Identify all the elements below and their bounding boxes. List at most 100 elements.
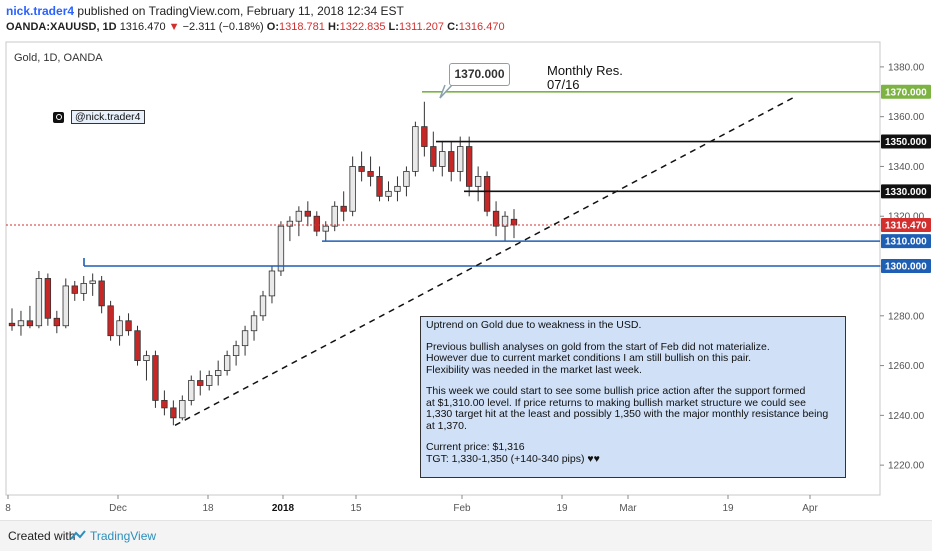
candle-down (510, 218, 518, 226)
x-tick-label: Feb (453, 503, 471, 514)
candle-down (152, 355, 159, 401)
candle-up (277, 225, 285, 272)
price-axis-tag-label: 1310.000 (885, 237, 927, 248)
x-tick-label: 2018 (272, 503, 295, 514)
candle-up (385, 190, 392, 197)
change-arrow-icon: ▼ (168, 21, 180, 33)
price-axis-tag (881, 234, 931, 249)
publish-header: nick.trader4 published on TradingView.co… (0, 0, 932, 40)
candle-down (107, 305, 114, 337)
x-tick-label: 8 (5, 503, 11, 514)
trendline[interactable] (174, 96, 796, 426)
candle-down (367, 171, 374, 177)
analysis-note[interactable]: Uptrend on Gold due to weakness in the U… (420, 316, 846, 478)
price-annotation[interactable]: 1370.000 (449, 63, 510, 86)
instagram-icon (53, 111, 64, 123)
candle-down (376, 176, 383, 197)
candle-up (143, 355, 150, 361)
price-axis-tag-label: 1316.470 (885, 221, 927, 232)
price-axis-tag (881, 184, 931, 199)
candle-up (439, 151, 446, 167)
candle-down (304, 210, 312, 217)
candle-up (116, 320, 123, 337)
x-tick-label: 18 (202, 503, 214, 514)
y-tick-label: 1260.00 (888, 361, 925, 372)
candle-down (44, 278, 52, 319)
candle-down (465, 146, 473, 187)
candle-up (403, 171, 410, 187)
note-paragraph: This week we could start to see some bul… (426, 385, 829, 432)
ohlc-line: OANDA:XAUUSD, 1D 1316.470 ▼ −2.311 (−0.1… (6, 21, 505, 33)
instagram-handle: @nick.trader4 (53, 110, 145, 124)
x-tick-label: 15 (350, 503, 362, 514)
price-axis-tag-label: 1300.000 (885, 262, 927, 273)
candle-down (358, 166, 365, 172)
candle-down (448, 151, 455, 172)
change-value: −2.311 (−0.18%) (182, 21, 264, 33)
symbol-label: OANDA:XAUUSD, 1D (6, 21, 117, 33)
close-label: C: (447, 21, 459, 33)
note-paragraph: Current price: $1,316 TGT: 1,330-1,350 (… (426, 441, 600, 465)
author-link[interactable]: nick.trader4 (6, 4, 75, 18)
x-tick-label: Dec (109, 503, 127, 514)
handle-label: @nick.trader4 (71, 110, 145, 124)
publish-line: nick.trader4 published on TradingView.co… (6, 4, 404, 18)
candle-up (331, 205, 338, 227)
published-text: published on TradingView.com, February 1… (77, 4, 404, 18)
candle-up (394, 185, 401, 192)
candle-up (62, 285, 69, 327)
candle-down (8, 322, 16, 327)
candle-up (241, 330, 249, 347)
created-with-text: Created with (8, 529, 76, 543)
y-tick-label: 1340.00 (888, 162, 925, 173)
price-axis-tag (881, 84, 931, 99)
chart-title: Gold, 1D, OANDA (14, 52, 103, 64)
candle-down (483, 176, 491, 212)
candle-down (170, 407, 177, 419)
monthly-resistance-label: Monthly Res. 07/16 (547, 64, 623, 92)
candle-down (125, 320, 132, 332)
x-tick-label: 19 (556, 503, 568, 514)
candle-down (340, 205, 347, 212)
candle-down (134, 330, 141, 361)
candle-up (214, 370, 222, 376)
candle-down (71, 285, 78, 294)
candle-up (250, 315, 258, 332)
note-paragraph: Previous bullish analyses on gold from t… (426, 340, 770, 376)
candle-up (474, 176, 482, 187)
candle-down (421, 126, 428, 147)
high-label: H: (327, 21, 340, 33)
candle-down (313, 215, 320, 232)
footer: Created with TradingView (0, 520, 932, 551)
low-value: 1311.207 (398, 21, 445, 33)
candle-up (206, 375, 213, 386)
open-value: 1318.781 (279, 21, 325, 33)
candle-up (501, 215, 509, 227)
price-axis-tag-label: 1350.000 (885, 137, 927, 148)
candle-up (232, 345, 240, 357)
candle-down (26, 320, 34, 327)
open-label: O: (266, 21, 280, 33)
candle-down (492, 210, 500, 227)
callout-pointer (439, 84, 453, 99)
candle-up (80, 283, 87, 294)
candle-down (53, 317, 61, 327)
candle-up (295, 210, 303, 222)
y-tick-label: 1320.00 (888, 212, 925, 223)
candle-up (188, 380, 195, 401)
candle-down (98, 280, 105, 307)
high-value: 1322.835 (339, 21, 386, 33)
candle-up (268, 270, 276, 297)
candle-up (35, 278, 43, 327)
tradingview-logo-icon (70, 530, 86, 540)
candle-up (457, 146, 464, 172)
close-value: 1316.470 (458, 21, 505, 33)
candle-up (179, 400, 186, 419)
candle-up (322, 225, 329, 232)
x-tick-label: Mar (619, 503, 637, 514)
y-tick-label: 1380.00 (888, 62, 925, 73)
tradingview-link[interactable]: TradingView (90, 529, 157, 543)
y-tick-label: 1240.00 (888, 411, 925, 422)
candle-up (349, 166, 356, 212)
candle-down (430, 146, 437, 167)
